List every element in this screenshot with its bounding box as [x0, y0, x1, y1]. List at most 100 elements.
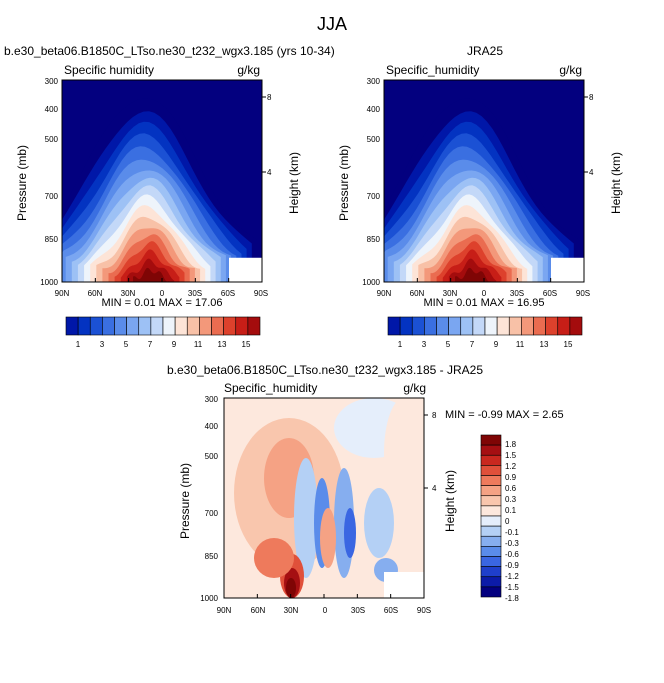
panel3-ytick: 1000 [200, 594, 218, 603]
panel3-variable-label: Specific_humidity [224, 381, 318, 395]
panel3-colorbar-cell [480, 485, 502, 497]
panel3-colorbar-label: -0.6 [505, 550, 519, 559]
panel1-colorbar-label: 7 [147, 340, 153, 349]
panel1-xtick: 30N [120, 289, 136, 298]
panel1-colorbar-cell [223, 316, 237, 336]
panel2-missing-region [551, 257, 584, 282]
panel3-colorbar-label: -1.5 [505, 583, 519, 592]
panel3-ytick: 500 [204, 452, 218, 461]
panel2-colorbar-cell [411, 316, 425, 336]
panel2-ytick: 500 [366, 135, 380, 144]
panel3-colorbar-cell [480, 515, 502, 527]
panel2-colorbar-label: 9 [493, 340, 499, 349]
panel2-colorbar-cell [533, 316, 546, 336]
panel3-colorbar-label: -0.9 [505, 561, 519, 570]
panel3-colorbar-label: 0.9 [505, 473, 517, 482]
panel3-xtick: 90N [216, 606, 232, 615]
panel3-colorbar-cell [480, 465, 502, 476]
panel3-colorbar-cell [480, 505, 502, 517]
panel2-xtick: 60S [542, 289, 558, 298]
panel3-xtick: 0 [322, 606, 328, 615]
panel1-ytick: 300 [44, 77, 58, 86]
panel3-contour-band [294, 458, 318, 578]
panel1-title: b.e30_beta06.B1850C_LTso.ne30_t232_wgx3.… [4, 44, 335, 58]
panel2-xtick: 30S [509, 289, 525, 298]
panel1-xtick: 0 [159, 289, 165, 298]
panel2-colorbar-cell [521, 316, 534, 336]
panel2-colorbar-cell [496, 316, 510, 336]
panel3-missing-region [384, 572, 424, 598]
panel3-xtick: 60S [383, 606, 399, 615]
panel3-min-max: MIN = -0.99 MAX = 2.65 [445, 409, 564, 421]
panel1-colorbar-cell [89, 316, 103, 336]
panel2-y2tick: 4 [589, 168, 594, 177]
panel2-ytick: 300 [366, 77, 380, 86]
panel3-contour-band [286, 578, 296, 598]
panel1-ytick: 700 [44, 192, 58, 201]
panel1-colorbar-cell [150, 316, 164, 336]
panel1-ytick: 1000 [40, 278, 58, 287]
panel1-colorbar-cell [138, 316, 152, 336]
panel1-ytick: 400 [44, 105, 58, 114]
panel3-colorbar-cell [480, 495, 502, 507]
panel3-colorbar-label: -1.8 [505, 594, 519, 603]
panel3-contour-band [384, 398, 424, 508]
panel2-colorbar-cell [508, 316, 522, 336]
panel1-units-label: g/kg [237, 63, 260, 77]
panel1-colorbar-cell [247, 316, 261, 336]
panel1-ytick: 500 [44, 135, 58, 144]
panel2-ytick: 1000 [362, 278, 380, 287]
panel2-colorbar-cell [436, 316, 449, 336]
panel1-colorbar-label: 5 [123, 340, 129, 349]
panel3-colorbar-cell [480, 586, 502, 598]
panel1-y2tick: 8 [267, 93, 272, 102]
panel3-colorbar-cell [480, 444, 502, 456]
panel3-contour-band [344, 508, 356, 558]
panel2-ytick: 700 [366, 192, 380, 201]
panel2-ytick: 850 [366, 235, 380, 244]
panel3-ytick: 300 [204, 395, 218, 404]
panel2-min-max: MIN = 0.01 MAX = 16.95 [423, 297, 545, 309]
panel3-contour-band [320, 508, 336, 568]
panel2-colorbar-cell [472, 316, 486, 336]
panel1-colorbar-cell [102, 316, 115, 336]
panel3-contour-band [364, 488, 394, 558]
panel2-xtick: 90S [575, 289, 591, 298]
panel2-colorbar-cell [387, 316, 401, 336]
panel1-colorbar-cell [186, 316, 200, 336]
panel1-ytick: 850 [44, 235, 58, 244]
panel1-colorbar-cell [77, 316, 91, 336]
panel1-xtick: 60N [87, 289, 103, 298]
panel1-colorbar-label: 1 [75, 340, 81, 349]
panel2-colorbar-label: 5 [445, 340, 451, 349]
panel1-contour-band [133, 267, 169, 282]
panel2-colorbar-cell [569, 316, 583, 336]
panel2-units-label: g/kg [559, 63, 582, 77]
panel1-missing-region [229, 257, 262, 282]
panel2-colorbar-cell [424, 316, 437, 336]
panel3-colorbar-cell [480, 454, 502, 466]
panel1-colorbar-cell [114, 316, 127, 336]
panel3-colorbar-cell [480, 434, 502, 446]
panel1-y2tick: 4 [267, 168, 272, 177]
panel3-colorbar-cell [480, 475, 502, 486]
panel2-contour-band [455, 267, 491, 282]
panel2-colorbar-label: 1 [397, 340, 403, 349]
panel3-colorbar-label: 0 [505, 517, 510, 526]
panel2-xtick: 0 [481, 289, 487, 298]
panel3-colorbar-label: 1.8 [505, 440, 517, 449]
panel3-colorbar-label: 1.2 [505, 462, 517, 471]
panel1-colorbar-cell [126, 316, 140, 336]
panel2-colorbar-label: 7 [469, 340, 475, 349]
panel1-xtick: 30S [187, 289, 203, 298]
panel1-colorbar-label: 15 [241, 340, 251, 349]
panel2-colorbar-cell [545, 316, 559, 336]
panel1-colorbar-label: 3 [99, 340, 105, 349]
panel3-contour-band [254, 538, 294, 578]
panel2-ytick: 400 [366, 105, 380, 114]
panel2-colorbar-cell [557, 316, 571, 336]
panel2-title: JRA25 [466, 44, 504, 58]
panel3-colorbar-cell [480, 535, 502, 547]
panel3-colorbar-cell [480, 576, 502, 588]
panel1-colorbar-cell [235, 316, 249, 336]
